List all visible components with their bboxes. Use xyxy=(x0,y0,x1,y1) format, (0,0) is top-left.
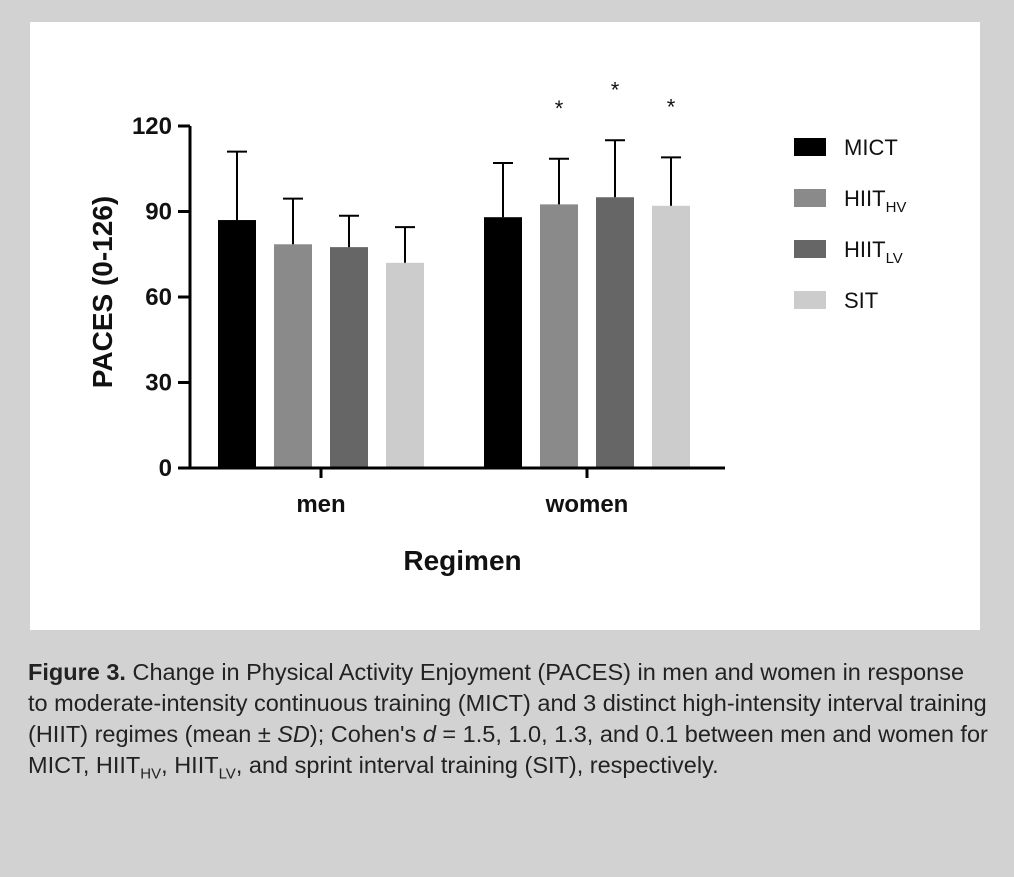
legend-label-hiitlv: HIITLV xyxy=(844,237,903,267)
legend-swatch-hiithv xyxy=(794,189,826,207)
caption-lv-sub: LV xyxy=(218,765,236,783)
legend-swatch-mict xyxy=(794,138,826,156)
y-axis-title: PACES (0-126) xyxy=(87,196,118,388)
bar-women-hiithv xyxy=(540,204,578,468)
chart-panel: * * * 0 30 60 90 120 men women Regimen PACES (0-12… xyxy=(30,22,980,630)
legend-label-sit: SIT xyxy=(844,288,878,313)
x-tick-label-women: women xyxy=(545,491,629,518)
bar-men-hiitlv xyxy=(330,247,368,468)
significance-star: * xyxy=(611,77,620,102)
y-tick-label: 0 xyxy=(159,455,172,482)
caption-text-3: = 1.5, 1.0, 1.3, and 0.1 between men and… xyxy=(28,721,988,778)
bar-women-mict xyxy=(484,217,522,468)
x-tick-label-men: men xyxy=(296,491,345,518)
legend-label-mict: MICT xyxy=(844,135,898,160)
legend-swatch-sit xyxy=(794,291,826,309)
caption-text-1: Change in Physical Activity Enjoyment (P… xyxy=(28,659,987,747)
x-axis-title: Regimen xyxy=(403,545,521,576)
bar-women-sit xyxy=(652,205,690,469)
caption-hiit-lv: HIIT xyxy=(174,752,219,778)
caption-text-2: ); Cohen's xyxy=(309,721,423,747)
caption-d: d xyxy=(422,721,436,747)
bar-men-hiithv xyxy=(274,244,312,468)
significance-star: * xyxy=(555,96,564,121)
bar-women-hiitlv xyxy=(596,197,634,468)
caption-comma: , xyxy=(161,752,175,778)
y-tick-label: 90 xyxy=(145,199,172,226)
y-tick-label: 120 xyxy=(132,113,172,140)
chart-svg: * * * 0 30 60 90 120 men women Regimen PACES (0-12… xyxy=(87,77,906,576)
caption-hv-sub: HV xyxy=(140,765,162,783)
caption-text-4: , and sprint interval training (SIT), re… xyxy=(235,752,719,778)
caption-label: Figure 3. xyxy=(28,659,126,685)
bar-men-sit xyxy=(386,262,424,468)
caption-hiit-hv: HIIT xyxy=(95,752,141,778)
legend-swatch-hiitlv xyxy=(794,240,826,258)
figure-caption: Figure 3. Change in Physical Activity En… xyxy=(28,657,988,783)
legend-subscript: LV xyxy=(886,250,903,267)
y-tick-label: 30 xyxy=(145,370,172,397)
bar-men-mict xyxy=(218,220,256,468)
caption-sd: SD xyxy=(277,721,310,747)
significance-star: * xyxy=(667,94,676,119)
legend-label-hiithv: HIITHV xyxy=(844,186,906,216)
y-tick-label: 60 xyxy=(145,284,172,311)
legend-subscript: HV xyxy=(886,199,907,216)
